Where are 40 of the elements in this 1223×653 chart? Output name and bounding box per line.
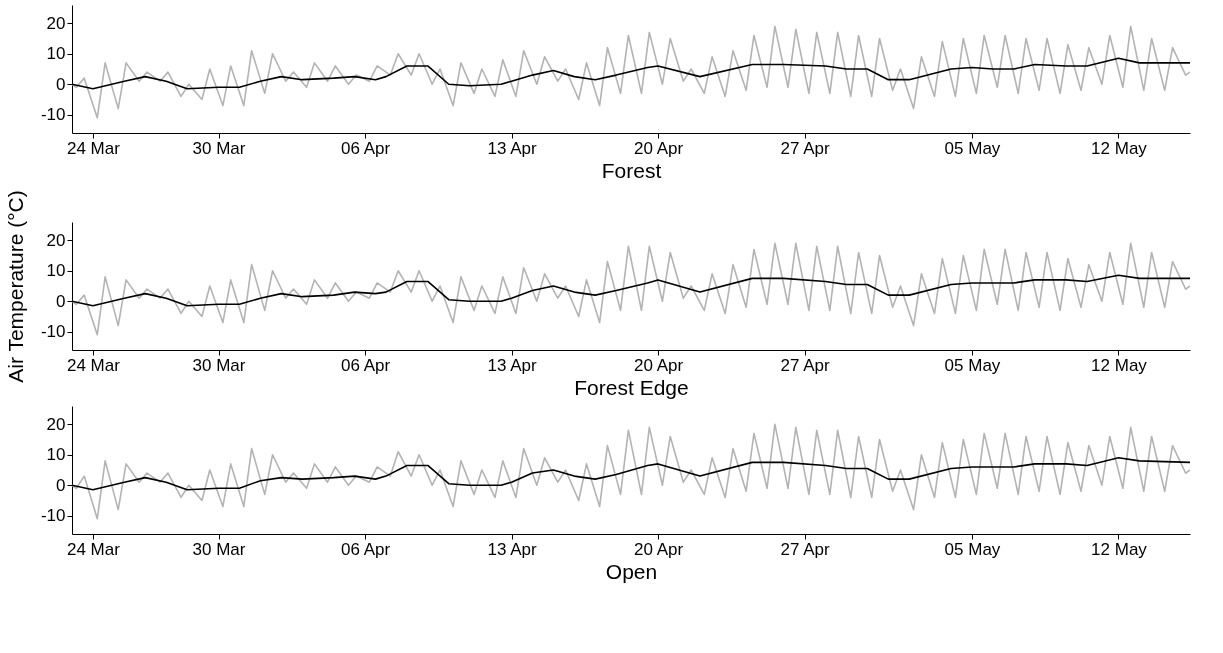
x-tick-label: 20 Apr <box>633 355 684 375</box>
y-tick-label: 10 <box>46 44 66 64</box>
x-tick-label: 13 Apr <box>487 355 537 375</box>
y-tick-label: 10 <box>46 445 66 465</box>
y-tick-label: 0 <box>56 74 66 94</box>
x-tick-label: 30 Mar <box>192 355 246 375</box>
x-tick-label: 05 May <box>944 539 1001 559</box>
y-tick-label: -10 <box>40 322 66 342</box>
x-tick-label: 20 Apr <box>633 539 684 559</box>
x-tick-label: 27 Apr <box>780 539 830 559</box>
y-tick-label: 20 <box>46 230 66 250</box>
y-tick-label: 20 <box>46 13 66 33</box>
x-tick-label: 20 Apr <box>633 138 684 158</box>
y-tick-label: -10 <box>40 105 66 125</box>
x-tick-label: 27 Apr <box>780 138 830 158</box>
x-tick-label: 06 Apr <box>340 539 391 559</box>
x-tick-label: 30 Mar <box>192 539 246 559</box>
x-tick-label: 24 Mar <box>66 539 121 559</box>
x-axis-title: Open <box>605 559 658 583</box>
y-tick-label: 20 <box>46 414 66 434</box>
x-tick-label: 06 Apr <box>340 138 391 158</box>
x-tick-label: 05 May <box>944 138 1001 158</box>
y-tick-label: 0 <box>56 475 66 495</box>
x-tick-label: 12 May <box>1091 138 1148 158</box>
x-tick-label: 24 Mar <box>66 138 121 158</box>
x-tick-label: 13 Apr <box>487 539 537 559</box>
x-tick-label: 27 Apr <box>780 355 830 375</box>
y-tick-label: -10 <box>40 506 66 526</box>
x-tick-label: 05 May <box>944 355 1001 375</box>
x-tick-label: 30 Mar <box>192 138 246 158</box>
y-tick-label: 10 <box>46 261 66 281</box>
y-tick-label: 0 <box>56 291 66 311</box>
x-axis-title: Forest <box>601 158 662 182</box>
x-tick-label: 12 May <box>1091 355 1148 375</box>
x-tick-label: 12 May <box>1091 539 1148 559</box>
x-tick-label: 06 Apr <box>340 355 391 375</box>
x-tick-label: 13 Apr <box>487 138 537 158</box>
x-axis-title: Forest Edge <box>574 375 689 399</box>
x-tick-label: 24 Mar <box>66 355 121 375</box>
y-axis-title: Air Temperature (°C) <box>3 190 27 383</box>
